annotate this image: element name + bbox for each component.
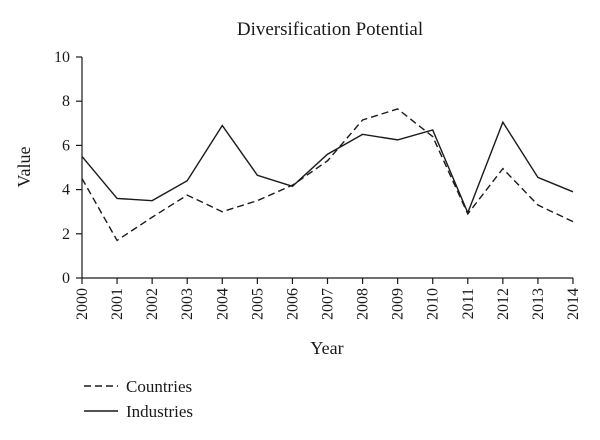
x-tick-label: 2005	[249, 288, 266, 320]
axes	[81, 57, 573, 279]
x-tick-label: 2011	[460, 288, 477, 319]
x-tick-label: 2010	[425, 288, 442, 320]
y-tick-label: 0	[62, 270, 70, 287]
x-tick-label: 2012	[495, 288, 512, 320]
chart-title: Diversification Potential	[237, 19, 423, 40]
x-tick-label: 2014	[565, 288, 582, 320]
x-tick-label: 2004	[214, 288, 231, 320]
y-axis-label: Value	[14, 146, 34, 187]
x-tick-label: 2008	[355, 288, 372, 320]
series-line-industries	[81, 120, 574, 215]
x-axis-label: Year	[310, 338, 343, 358]
legend-label-countries: Countries	[126, 377, 192, 396]
legend-label-industries: Industries	[126, 402, 193, 421]
x-tick-label: 2003	[179, 288, 196, 320]
x-tick-label: 2002	[144, 288, 161, 320]
series-group	[81, 108, 574, 242]
x-tick-label: 2001	[109, 288, 126, 320]
x-tick-label: 2006	[284, 288, 301, 320]
y-ticks: 0 2 4 6 8 10	[54, 49, 82, 287]
y-tick-label: 6	[62, 137, 70, 154]
x-tick-label: 2007	[320, 288, 337, 320]
y-tick-label: 2	[62, 226, 70, 243]
x-tick-label: 2013	[530, 288, 547, 320]
y-tick-label: 4	[62, 182, 70, 199]
x-tick-label: 2009	[390, 288, 407, 320]
legend: Countries Industries	[84, 377, 193, 421]
x-tick-label: 2000	[74, 288, 91, 320]
y-tick-label: 8	[62, 93, 70, 110]
y-tick-label: 10	[54, 49, 70, 66]
series-line-countries	[81, 108, 574, 242]
x-ticks: 2000 2001 2002 2003 2004 2005 2006 2007 2008 2009…	[74, 278, 582, 320]
